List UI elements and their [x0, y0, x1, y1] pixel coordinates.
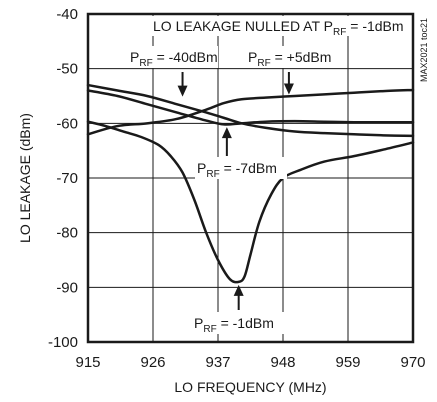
x-tick-label: 926	[140, 354, 165, 371]
plot-frame	[86, 12, 415, 344]
series-group	[86, 83, 415, 284]
arrow-prf-minus40-head	[177, 85, 188, 97]
annotation-prf-plus5: PRF = +5dBm	[248, 49, 331, 69]
annotation-prf-minus40: PRF = -40dBm	[130, 49, 218, 69]
y-tick-label: -50	[56, 61, 78, 78]
label-background	[195, 157, 287, 179]
series-line-3	[86, 120, 415, 284]
y-tick-label: -100	[48, 334, 78, 351]
y-tick-label: -40	[56, 6, 78, 23]
label-background	[128, 46, 218, 68]
x-tick-label: 959	[335, 354, 360, 371]
arrow-prf-minus7-head	[221, 127, 232, 139]
x-tick-label: 970	[400, 354, 425, 371]
annotation-prf-minus1: PRF = -1dBm	[194, 315, 274, 335]
label-background	[192, 312, 284, 334]
x-tick-label: 915	[75, 354, 100, 371]
tick-labels: 915 926 937 948 959 970 -40 -50 -60 -70 -80 -90 -100	[48, 6, 426, 371]
arrow-prf-plus5-head	[283, 83, 294, 95]
annotations-group: LO LEAKAGE NULLED AT PRF = -1dBm PRF = -4…	[128, 16, 412, 335]
x-tick-label: 937	[205, 354, 230, 371]
x-tick-label: 948	[270, 354, 295, 371]
x-axis-label: LO FREQUENCY (MHz)	[174, 379, 326, 395]
y-axis-label: LO LEAKAGE (dBm)	[17, 113, 33, 243]
annotation-prf-minus7: PRF = -7dBm	[197, 160, 277, 180]
figure-id-watermark: MAX2021 toc21	[419, 18, 429, 82]
y-tick-label: -70	[56, 170, 78, 187]
y-tick-label: -80	[56, 225, 78, 242]
label-background	[246, 46, 338, 68]
header-annotation: LO LEAKAGE NULLED AT PRF = -1dBm	[153, 18, 404, 38]
label-background	[150, 16, 412, 36]
series-line-2	[86, 88, 415, 136]
series-line-1	[86, 89, 415, 126]
y-tick-label: -60	[56, 115, 78, 132]
y-tick-label: -90	[56, 279, 78, 296]
arrow-prf-minus1-head	[233, 284, 244, 296]
